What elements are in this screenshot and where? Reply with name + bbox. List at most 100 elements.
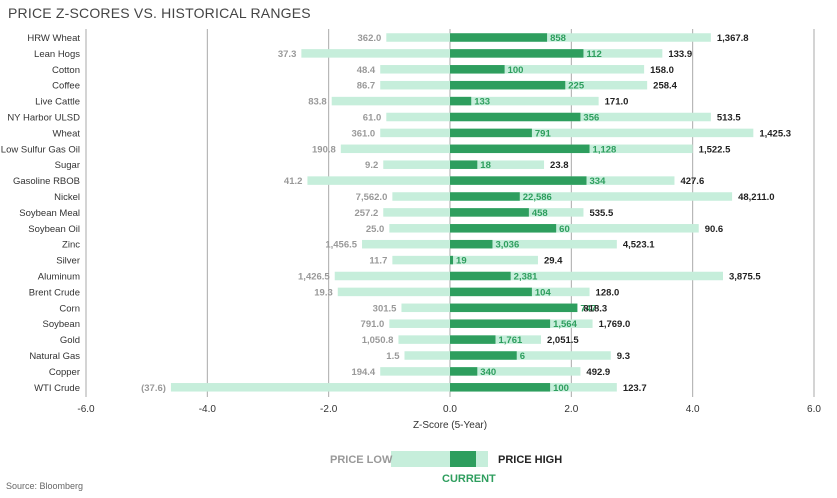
legend-price-high-label: PRICE HIGH xyxy=(498,454,563,466)
low-value-label: 83.8 xyxy=(308,97,327,108)
low-value-label: 61.0 xyxy=(363,113,382,124)
range-bar xyxy=(386,33,711,42)
current-value-label: 225 xyxy=(568,81,585,92)
current-value-label: 60 xyxy=(559,224,570,235)
high-value-label: 513.5 xyxy=(717,113,741,124)
high-value-label: 4,523.1 xyxy=(623,240,655,251)
current-bar xyxy=(450,33,548,42)
current-value-label: 1,761 xyxy=(499,335,523,346)
current-value-label: 1,128 xyxy=(593,144,617,155)
current-value-label: 18 xyxy=(480,160,491,171)
x-tick-label: 2.0 xyxy=(564,404,578,415)
low-value-label: 41.2 xyxy=(284,176,303,187)
chart-title: PRICE Z-SCORES VS. HISTORICAL RANGES xyxy=(8,5,311,21)
category-label: Zinc xyxy=(62,240,80,251)
high-value-label: 1,425.3 xyxy=(759,128,791,139)
current-bar xyxy=(450,319,551,328)
category-label: WTI Crude xyxy=(34,383,80,394)
category-label: Aluminum xyxy=(38,272,80,283)
current-value-label: 100 xyxy=(508,65,524,76)
category-label: Gasoline RBOB xyxy=(13,176,80,187)
x-tick-label: -4.0 xyxy=(199,404,217,415)
range-bar xyxy=(334,271,723,281)
source-note: Source: Bloomberg xyxy=(6,481,84,491)
high-value-label: 2,051.5 xyxy=(547,335,579,346)
category-label: Natural Gas xyxy=(29,351,80,362)
category-label: Corn xyxy=(59,303,80,314)
low-value-label: 9.2 xyxy=(365,160,378,171)
current-value-label: 3,036 xyxy=(495,240,519,251)
legend-price-low-label: PRICE LOW xyxy=(330,454,393,466)
current-bar xyxy=(450,271,511,281)
current-value-label: 100 xyxy=(553,383,569,394)
low-value-label: 37.3 xyxy=(278,49,297,60)
current-value-label: 458 xyxy=(532,208,548,219)
low-value-label: 362.0 xyxy=(358,33,382,44)
low-value-label: 11.7 xyxy=(369,256,387,267)
low-value-label: 1.5 xyxy=(386,351,400,362)
high-value-label: 171.0 xyxy=(605,97,629,108)
low-value-label: 190.8 xyxy=(312,144,336,155)
category-label: Soybean xyxy=(42,319,80,330)
low-value-label: 1,456.5 xyxy=(325,240,357,251)
current-bar xyxy=(450,128,532,138)
high-value-label: 1,522.5 xyxy=(699,144,731,155)
high-value-label: 818.3 xyxy=(583,303,607,314)
category-label: Soybean Meal xyxy=(19,208,80,219)
current-value-label: 1,564 xyxy=(553,319,577,330)
current-value-label: 112 xyxy=(586,49,601,60)
current-value-label: 22,586 xyxy=(523,192,552,203)
range-bar xyxy=(380,367,581,376)
current-value-label: 2,381 xyxy=(514,272,538,283)
low-value-label: 257.2 xyxy=(354,208,378,219)
category-label: Coffee xyxy=(52,81,80,92)
current-value-label: 747 xyxy=(580,303,596,314)
category-label: Soybean Oil xyxy=(28,224,80,235)
high-value-label: 427.6 xyxy=(680,176,704,187)
high-value-label: 128.0 xyxy=(596,287,620,298)
high-value-label: 158.0 xyxy=(650,65,674,76)
current-bar xyxy=(450,96,472,106)
x-tick-label: -2.0 xyxy=(320,404,338,415)
high-value-label: 9.3 xyxy=(617,351,630,362)
high-value-label: 29.4 xyxy=(544,256,563,267)
high-value-label: 258.4 xyxy=(653,81,677,92)
current-value-label: 791 xyxy=(535,128,552,139)
current-bar xyxy=(450,80,566,90)
category-label: Brent Crude xyxy=(29,287,80,298)
high-value-label: 48,211.0 xyxy=(738,192,774,203)
current-bar xyxy=(450,224,557,233)
high-value-label: 23.8 xyxy=(550,160,569,171)
current-value-label: 356 xyxy=(583,113,599,124)
category-label: Nickel xyxy=(54,192,80,203)
current-value-label: 334 xyxy=(590,176,607,187)
low-value-label: 7,562.0 xyxy=(356,192,388,203)
current-bar xyxy=(450,49,584,58)
x-axis-label: Z-Score (5-Year) xyxy=(413,420,487,431)
low-value-label: 791.0 xyxy=(361,319,385,330)
category-label: HRW Wheat xyxy=(27,33,80,44)
category-label: NY Harbor ULSD xyxy=(7,113,80,124)
x-tick-label: 4.0 xyxy=(686,404,700,415)
range-bar xyxy=(380,65,645,74)
low-value-label: 86.7 xyxy=(357,81,376,92)
current-bar xyxy=(450,144,590,154)
current-bar xyxy=(450,351,517,360)
current-bar xyxy=(450,255,454,265)
current-value-label: 858 xyxy=(550,33,566,44)
low-value-label: 361.0 xyxy=(351,128,375,139)
high-value-label: 133.9 xyxy=(668,49,692,60)
z-score-chart: -6.0 -4.0 -2.0 0.0 2.0 4.0 6.0 Z-Score (5-Year)… xyxy=(1,29,821,431)
low-value-label: 48.4 xyxy=(357,65,376,76)
x-tick-label: -6.0 xyxy=(77,404,95,415)
legend-current-swatch xyxy=(450,451,476,467)
high-value-label: 1,769.0 xyxy=(599,319,631,330)
current-value-label: 340 xyxy=(480,367,496,378)
current-bar xyxy=(450,208,529,217)
category-label: Sugar xyxy=(55,160,80,171)
current-value-label: 19 xyxy=(456,256,467,267)
current-bar xyxy=(450,192,520,201)
range-bar xyxy=(392,192,733,201)
current-bar xyxy=(450,112,581,122)
current-bar xyxy=(450,335,496,344)
